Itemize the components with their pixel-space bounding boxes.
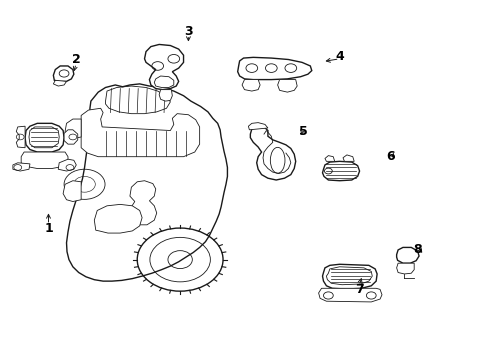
Polygon shape	[13, 163, 30, 171]
Polygon shape	[53, 80, 66, 86]
Text: 6: 6	[386, 150, 394, 163]
Polygon shape	[65, 119, 81, 139]
Polygon shape	[322, 161, 359, 181]
Text: 8: 8	[412, 243, 421, 256]
Polygon shape	[322, 264, 376, 289]
Polygon shape	[325, 156, 334, 161]
Polygon shape	[242, 80, 260, 91]
Text: 5: 5	[298, 125, 307, 138]
Polygon shape	[318, 288, 381, 302]
Polygon shape	[154, 76, 173, 87]
Polygon shape	[29, 127, 59, 148]
Text: 7: 7	[354, 283, 363, 296]
Polygon shape	[63, 181, 81, 202]
Polygon shape	[144, 44, 183, 90]
Polygon shape	[159, 90, 172, 101]
Polygon shape	[237, 57, 311, 80]
Polygon shape	[326, 267, 371, 285]
Text: 1: 1	[44, 222, 53, 235]
Polygon shape	[128, 181, 157, 225]
Polygon shape	[81, 108, 199, 157]
Polygon shape	[277, 80, 297, 92]
Polygon shape	[342, 155, 353, 161]
Polygon shape	[58, 159, 76, 171]
Text: 4: 4	[334, 50, 343, 63]
Polygon shape	[64, 130, 78, 144]
Polygon shape	[396, 247, 418, 263]
Polygon shape	[25, 123, 64, 152]
Polygon shape	[94, 204, 142, 233]
Text: 2: 2	[72, 53, 81, 66]
Polygon shape	[53, 66, 74, 81]
Polygon shape	[21, 152, 68, 168]
Polygon shape	[250, 126, 295, 180]
Text: 3: 3	[184, 25, 192, 38]
Polygon shape	[396, 263, 413, 274]
Polygon shape	[16, 126, 25, 148]
Polygon shape	[248, 123, 267, 130]
